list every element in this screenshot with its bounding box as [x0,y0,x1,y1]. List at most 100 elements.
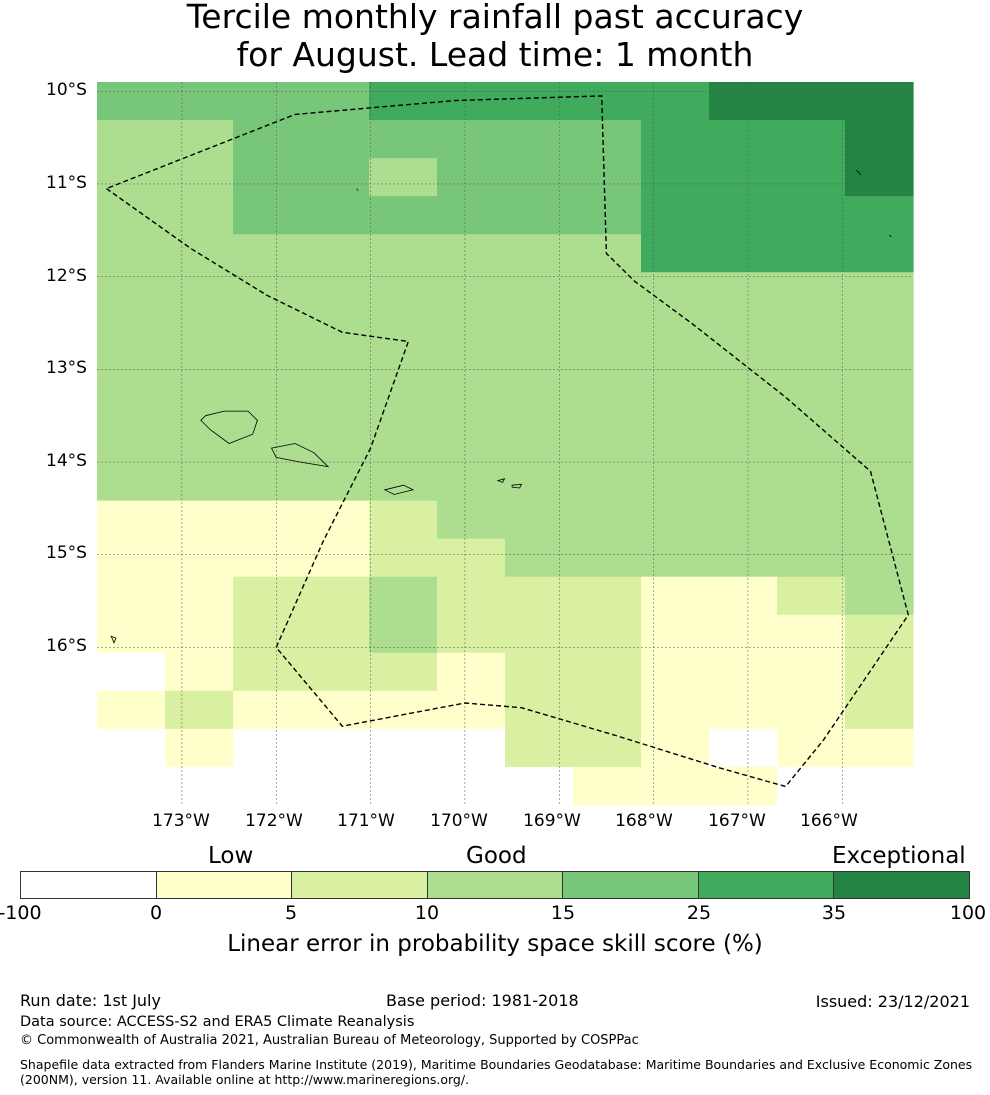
skill-cell [97,196,166,235]
skill-cell [777,728,846,768]
skill-cell [709,728,778,768]
skill-cell [97,728,166,768]
skill-cell [505,158,574,197]
skill-cell [369,234,438,273]
skill-cell [505,766,574,806]
skill-cell [573,652,642,692]
skill-cell [709,500,778,540]
colorbar-tick: -100 [0,902,42,924]
skill-cell [777,576,846,616]
lat-label-15s: 15°S [46,543,87,563]
skill-cell [301,272,370,311]
skill-cell [301,120,370,159]
skill-cell [505,234,574,273]
skill-cell [505,424,574,464]
skill-cell [233,120,302,159]
skill-cell [641,766,710,806]
skill-cell [777,462,846,502]
skill-cell [369,310,438,349]
skill-cell [301,728,370,768]
skill-cell [709,158,778,197]
lat-label-12s: 12°S [46,266,87,286]
skill-cell [777,310,846,349]
lat-label-14s: 14°S [46,451,87,471]
skill-cell [505,652,574,692]
skill-cell [369,652,438,692]
skill-cell [573,310,642,349]
skill-cell [437,652,506,692]
skill-cell [505,310,574,349]
skill-cell [369,728,438,768]
skill-cell [301,386,370,426]
skill-cell [845,766,914,806]
skill-cell [165,196,234,235]
colorbar-tick: 10 [414,902,440,924]
skill-cell [777,386,846,426]
skill-cell [641,158,710,197]
skill-cell [709,462,778,502]
skill-cell [233,766,302,806]
skill-cell [709,82,778,121]
skill-cell [165,576,234,616]
skill-cell [301,348,370,388]
skill-cell [641,690,710,730]
skill-cell [369,272,438,311]
skill-cell [165,462,234,502]
skill-cell [573,500,642,540]
skill-cell [233,462,302,502]
skill-cell [709,538,778,578]
skill-cell [845,614,914,654]
skill-cell [233,386,302,426]
skill-cell [573,348,642,388]
colorbar-category-low: Low [208,843,254,869]
skill-cell [437,348,506,388]
skill-cell [301,576,370,616]
skill-cell [301,82,370,121]
skill-cell [97,766,166,806]
skill-cell [437,728,506,768]
island-outlines [110,169,892,644]
skill-cell [437,614,506,654]
skill-cell [165,614,234,654]
skill-cell [641,462,710,502]
skill-cell [301,158,370,197]
skill-cell [369,500,438,540]
skill-cell [845,348,914,388]
skill-cell [573,386,642,426]
skill-cell [505,196,574,235]
skill-cell [437,766,506,806]
skill-cell [845,82,914,121]
skill-cell [97,690,166,730]
skill-cell [437,576,506,616]
skill-cell [301,462,370,502]
skill-cell [233,652,302,692]
skill-cell [437,462,506,502]
skill-cell [437,690,506,730]
colorbar-segment-neg100-0 [21,872,157,898]
skill-cell [777,120,846,159]
colorbar-category-exceptional: Exceptional [832,843,966,869]
skill-cell [845,234,914,273]
lat-label-16s: 16°S [46,636,87,656]
skill-cell [97,158,166,197]
skill-cell [97,82,166,121]
skill-cell [641,234,710,273]
skill-cell [437,500,506,540]
colorbar-tick: 25 [686,902,712,924]
colorbar-segment-0-5 [156,872,293,898]
skill-cell [165,766,234,806]
island-outline [270,443,330,468]
skill-cell [165,386,234,426]
lon-label-168w: 168°W [615,811,673,831]
skill-cell [97,348,166,388]
island-outline [110,635,117,644]
skill-cell [437,120,506,159]
skill-cell [845,196,914,235]
skill-cell [369,348,438,388]
skill-cell [505,386,574,426]
skill-cell [233,500,302,540]
skill-cell [573,158,642,197]
skill-cell [233,196,302,235]
colorbar-tick: 0 [149,902,163,924]
skill-cell [777,158,846,197]
